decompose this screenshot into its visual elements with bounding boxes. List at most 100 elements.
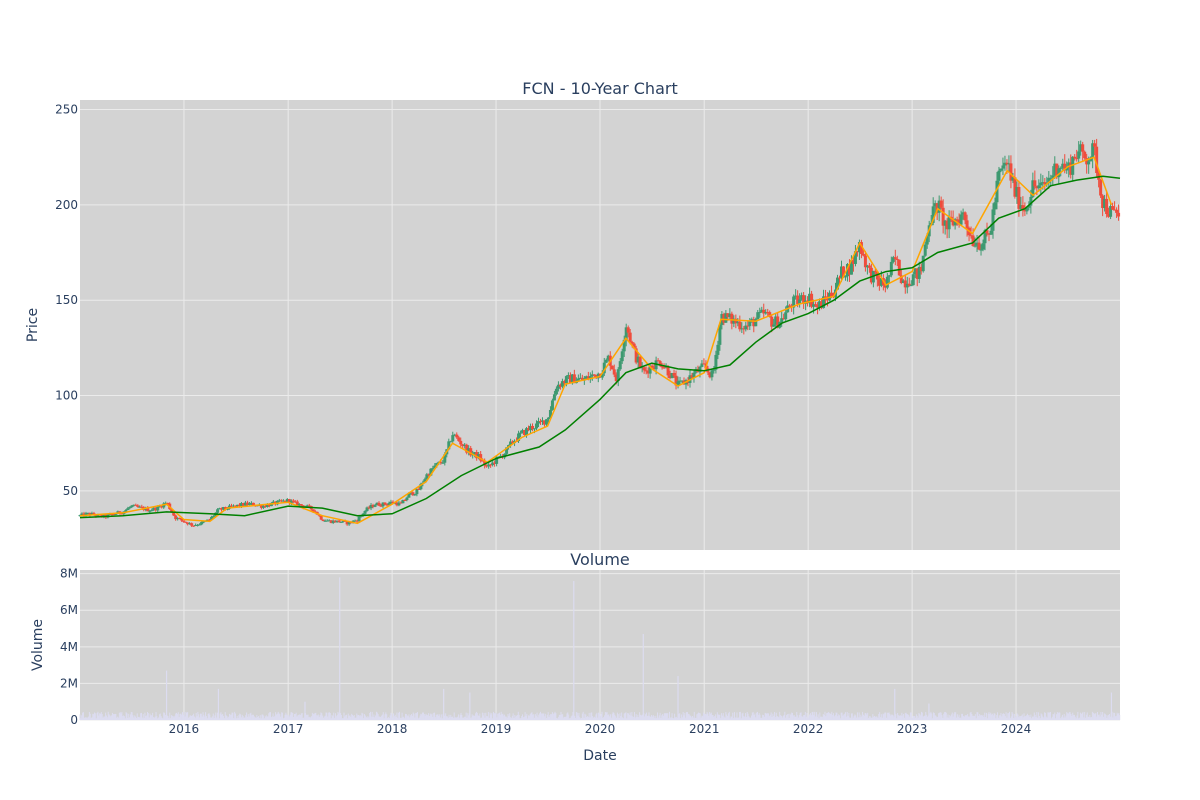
price-candle xyxy=(156,506,160,511)
price-candle xyxy=(281,500,285,502)
price-candle xyxy=(1049,177,1053,179)
price-candle xyxy=(885,276,889,288)
price-candle xyxy=(1077,151,1081,159)
price-candle xyxy=(237,504,241,507)
price-candle xyxy=(965,220,969,228)
price-candle xyxy=(331,520,335,523)
price-candle xyxy=(447,441,451,450)
price-candle xyxy=(690,375,694,378)
price-candle xyxy=(596,373,600,379)
price-candle xyxy=(285,499,289,503)
price-candle xyxy=(826,298,830,301)
price-candle xyxy=(108,513,112,515)
price-candle xyxy=(634,348,638,363)
price-candle xyxy=(505,447,509,454)
price-candle xyxy=(371,504,375,507)
price-candle xyxy=(564,376,568,384)
price-candle xyxy=(947,216,951,230)
price-candle xyxy=(556,384,560,389)
price-candle xyxy=(536,421,540,424)
price-candle xyxy=(897,259,901,276)
price-candle xyxy=(830,292,834,297)
price-candle xyxy=(895,258,899,260)
price-candle xyxy=(867,265,871,268)
x-tick-label: 2019 xyxy=(481,722,512,736)
price-candle xyxy=(1063,163,1067,171)
price-candle xyxy=(419,483,423,490)
price-candle xyxy=(459,440,463,445)
price-candle xyxy=(600,373,604,378)
price-candle xyxy=(154,507,158,511)
price-candle xyxy=(742,328,746,330)
price-candle xyxy=(345,521,349,525)
price-candle xyxy=(389,501,393,504)
price-candle xyxy=(511,441,515,444)
price-candle xyxy=(644,370,648,372)
price-candle xyxy=(172,512,176,516)
price-y-tick-label: 200 xyxy=(55,198,78,212)
price-candle xyxy=(861,253,865,256)
price-candle xyxy=(756,312,760,320)
price-candle xyxy=(979,249,983,251)
price-candle xyxy=(568,375,572,384)
price-candle xyxy=(584,376,588,379)
price-candle xyxy=(241,503,245,506)
price-candle xyxy=(128,507,132,509)
price-candle xyxy=(231,505,235,507)
price-candle xyxy=(361,513,365,516)
price-candle xyxy=(981,243,985,250)
price-candle xyxy=(776,316,780,328)
price-candle xyxy=(377,502,381,506)
price-candle xyxy=(869,267,873,283)
price-candle xyxy=(676,381,680,386)
price-candle xyxy=(423,479,427,483)
price-candle xyxy=(903,280,907,288)
volume-y-tick-label: 0 xyxy=(70,713,78,727)
price-candle xyxy=(220,508,224,510)
price-candle xyxy=(670,372,674,379)
price-candle xyxy=(152,507,156,511)
price-candle xyxy=(668,375,672,379)
price-candle xyxy=(200,522,204,525)
price-candle xyxy=(120,513,124,515)
price-candle xyxy=(554,388,558,395)
price-candle xyxy=(1017,186,1021,209)
price-candle xyxy=(124,510,128,512)
price-candle xyxy=(212,515,216,517)
price-candle xyxy=(373,505,377,507)
price-candle xyxy=(417,488,421,490)
price-y-tick-label: 100 xyxy=(55,389,78,403)
price-candle xyxy=(367,507,371,509)
price-candle xyxy=(899,275,903,284)
price-candle xyxy=(259,505,263,508)
price-candle xyxy=(1057,168,1061,178)
price-candle xyxy=(983,230,987,244)
price-candle xyxy=(174,515,178,520)
price-candle xyxy=(620,351,624,362)
price-candle xyxy=(614,374,618,382)
price-candle xyxy=(1059,167,1063,169)
price-candle xyxy=(857,242,861,253)
price-candle xyxy=(578,377,582,379)
price-candle xyxy=(678,380,682,382)
price-candle xyxy=(865,265,869,268)
price-candle xyxy=(612,369,616,375)
price-candle xyxy=(702,363,706,365)
price-candle xyxy=(88,512,92,516)
price-candle xyxy=(1103,198,1107,209)
price-candle xyxy=(433,465,437,469)
price-candle xyxy=(1067,162,1071,168)
price-candle xyxy=(297,504,301,506)
price-candle xyxy=(851,260,855,264)
price-candle xyxy=(847,264,851,275)
price-candle xyxy=(985,230,989,234)
price-candle xyxy=(265,504,269,507)
price-candle xyxy=(957,219,961,225)
price-candle xyxy=(680,380,684,382)
price-candle xyxy=(800,295,804,300)
price-candle xyxy=(873,270,877,272)
price-candle xyxy=(1023,209,1027,212)
price-candle xyxy=(839,266,843,278)
price-candle xyxy=(843,276,847,278)
